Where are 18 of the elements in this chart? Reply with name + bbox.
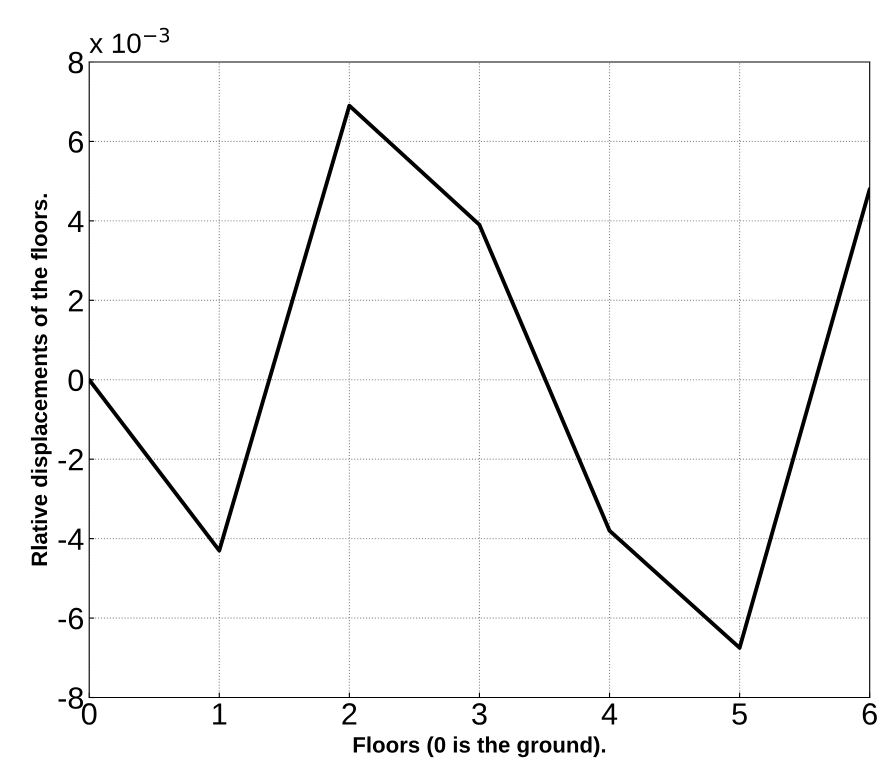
y-tick-label: -6 [58, 608, 83, 630]
text: x 10$^{−3}$ [90, 28, 170, 54]
x-tick-label: 1 [213, 703, 226, 725]
x-tick-label: 3 [472, 703, 487, 725]
y-axis-title: Rlative displacements of the floors. [30, 194, 52, 566]
x-tick-label: 5 [732, 703, 747, 725]
y-tick-label: -8 [58, 687, 84, 709]
y-tick-label: 0 [68, 369, 84, 392]
y-tick-label: 4 [68, 210, 84, 232]
y-tick-label: -2 [58, 448, 83, 470]
y-tick-label: -4 [58, 528, 84, 550]
x-tick-label: 2 [342, 703, 356, 725]
x-tick-label: 4 [602, 703, 618, 725]
y-tick-label: 2 [68, 290, 83, 312]
y-tick-label: 6 [68, 131, 83, 153]
x-tick-label: 6 [862, 703, 877, 725]
x-axis-title: Floors (0 is the ground). [354, 736, 606, 758]
y-tick-label: 8 [68, 52, 84, 74]
